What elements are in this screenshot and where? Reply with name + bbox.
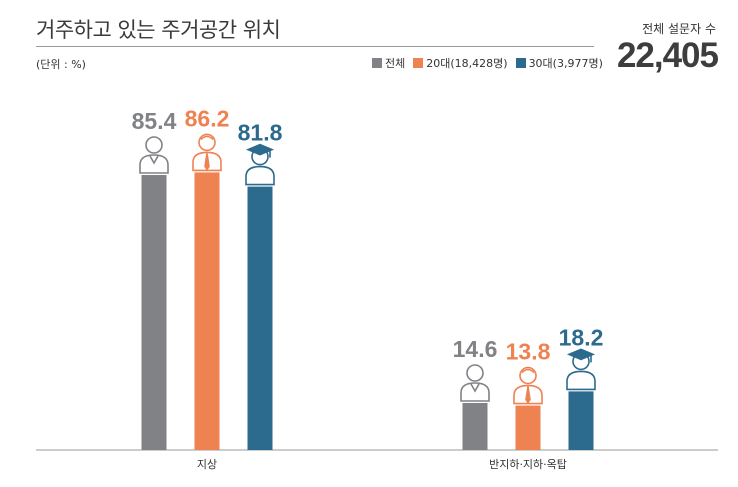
legend-swatch-20s	[413, 58, 424, 68]
x-tick-label: 지상	[197, 458, 217, 471]
data-label: 14.6	[453, 336, 498, 362]
legend-item-30s: 30대(3,977명)	[515, 55, 603, 71]
bar	[515, 405, 541, 450]
bar	[568, 391, 594, 450]
adult-person-icon	[460, 364, 490, 402]
legend-label-30s: 30대(3,977명)	[528, 57, 603, 70]
x-tick-label: 반지하·지하·옥탑	[489, 457, 567, 471]
legend-label-20s: 20대(18,428명)	[426, 57, 508, 70]
total-respondents-label: 전체 설문자 수	[642, 22, 716, 36]
data-label: 81.8	[238, 120, 283, 146]
graduate-icon	[566, 348, 596, 391]
data-label: 13.8	[506, 339, 551, 365]
data-label: 86.2	[185, 105, 230, 131]
legend-item-total: 전체	[372, 55, 405, 71]
young-worker-icon	[192, 133, 222, 172]
unit-label: (단위 : %)	[36, 58, 86, 71]
data-label: 85.4	[132, 108, 177, 134]
bar	[462, 402, 488, 450]
chart-title: 거주하고 있는 주거공간 위치	[36, 18, 281, 42]
data-label: 18.2	[559, 324, 604, 350]
legend: 전체 20대(18,428명) 30대(3,977명)	[372, 55, 603, 71]
adult-person-icon	[139, 136, 169, 174]
bar	[141, 175, 167, 450]
bar	[194, 172, 220, 450]
young-worker-icon	[513, 366, 543, 405]
total-respondents-value: 22,405	[616, 36, 719, 75]
graduate-icon	[245, 143, 275, 186]
legend-label-total: 전체	[385, 57, 406, 70]
bar	[247, 186, 273, 450]
legend-item-20s: 20대(18,428명)	[413, 55, 508, 71]
legend-swatch-30s	[515, 58, 526, 68]
legend-swatch-total	[372, 58, 382, 68]
title-divider	[36, 46, 594, 47]
